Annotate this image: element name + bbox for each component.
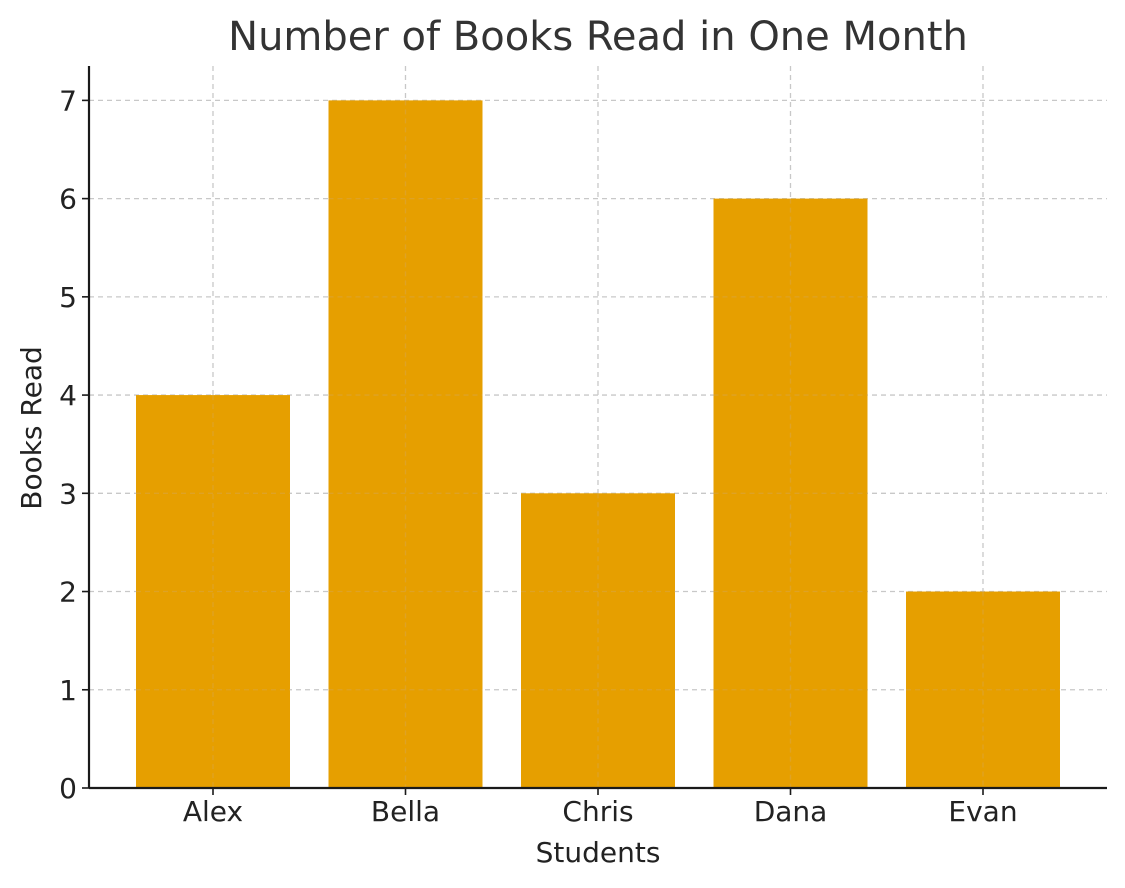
x-ticks: Alex Bella Chris Dana Evan xyxy=(183,788,1018,828)
y-tick-label: 0 xyxy=(59,772,77,805)
y-axis-label: Books Read xyxy=(15,346,48,510)
chart-title: Number of Books Read in One Month xyxy=(228,14,968,60)
y-tick-label: 2 xyxy=(59,576,77,609)
y-tick-label: 3 xyxy=(59,477,77,510)
y-tick-label: 7 xyxy=(59,84,77,117)
x-tick-label: Alex xyxy=(183,795,243,828)
y-tick-label: 1 xyxy=(59,674,77,707)
x-tick-label: Bella xyxy=(371,795,440,828)
x-axis-label: Students xyxy=(536,836,661,869)
y-tick-label: 6 xyxy=(59,183,77,216)
y-tick-label: 4 xyxy=(59,379,77,412)
y-tick-label: 5 xyxy=(59,281,77,314)
bars xyxy=(136,100,1060,788)
y-ticks: 0 1 2 3 4 5 6 7 xyxy=(59,84,89,805)
x-tick-label: Evan xyxy=(948,795,1017,828)
x-tick-label: Chris xyxy=(562,795,633,828)
x-tick-label: Dana xyxy=(754,795,828,828)
